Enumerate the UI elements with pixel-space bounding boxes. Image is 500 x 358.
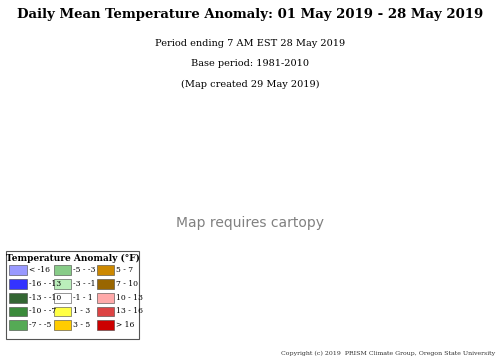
Bar [97,293,114,303]
Bar [54,265,71,275]
Text: Base period: 1981-2010: Base period: 1981-2010 [191,59,309,68]
Text: 1 - 3: 1 - 3 [73,308,90,315]
Text: -7 - -5: -7 - -5 [28,321,51,329]
Bar [9,306,26,316]
Bar [9,265,26,275]
Bar [9,279,26,289]
Text: -16 - -13: -16 - -13 [28,280,61,288]
Text: Copyright (c) 2019  PRISM Climate Group, Oregon State University: Copyright (c) 2019 PRISM Climate Group, … [281,351,495,356]
Text: -1 - 1: -1 - 1 [73,294,93,301]
Bar [54,320,71,330]
Bar [9,293,26,303]
Text: < -16: < -16 [28,266,50,274]
Text: Period ending 7 AM EST 28 May 2019: Period ending 7 AM EST 28 May 2019 [155,39,345,48]
Text: (Map created 29 May 2019): (Map created 29 May 2019) [181,79,320,89]
Text: 13 - 16: 13 - 16 [116,308,143,315]
Text: -5 - -3: -5 - -3 [73,266,96,274]
Text: 5 - 7: 5 - 7 [116,266,134,274]
Bar [97,279,114,289]
Bar [54,306,71,316]
Text: > 16: > 16 [116,321,135,329]
Bar [97,320,114,330]
Text: 10 - 13: 10 - 13 [116,294,143,301]
Text: Temperature Anomaly (°F): Temperature Anomaly (°F) [6,254,140,263]
Text: 7 - 10: 7 - 10 [116,280,138,288]
Text: -13 - -10: -13 - -10 [28,294,61,301]
Bar [54,279,71,289]
Bar [97,306,114,316]
Bar [9,320,26,330]
Text: -3 - -1: -3 - -1 [73,280,96,288]
Bar [97,265,114,275]
Text: -10 - -7: -10 - -7 [28,308,56,315]
FancyBboxPatch shape [6,251,138,339]
Text: 3 - 5: 3 - 5 [73,321,90,329]
Bar [54,293,71,303]
Text: Daily Mean Temperature Anomaly: 01 May 2019 - 28 May 2019: Daily Mean Temperature Anomaly: 01 May 2… [17,8,483,21]
Text: Map requires cartopy: Map requires cartopy [176,216,324,230]
